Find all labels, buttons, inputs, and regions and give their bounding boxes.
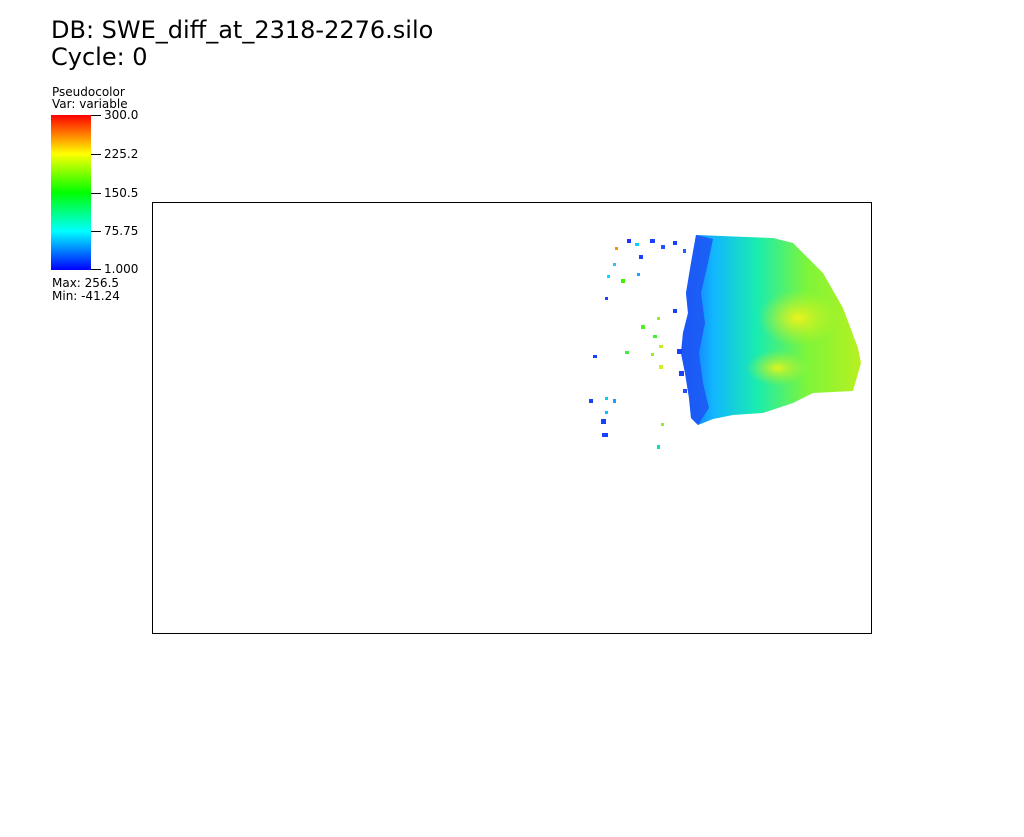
- field-hotspot: [758, 290, 838, 346]
- legend-min: Min: -41.24: [52, 289, 120, 303]
- legend-plot-type: Pseudocolor: [52, 85, 125, 99]
- colorbar-tick: [91, 269, 101, 270]
- scatter-cells: [589, 239, 687, 449]
- cycle-label: Cycle: 0: [51, 43, 148, 71]
- colorbar-tick-label: 1.000: [104, 262, 139, 276]
- colorbar-tick-label: 75.75: [104, 224, 139, 238]
- colorbar-tick: [91, 231, 101, 232]
- plot-viewport[interactable]: [152, 202, 872, 634]
- legend-max: Max: 256.5: [52, 276, 120, 290]
- colorbar-tick: [91, 193, 101, 194]
- pseudocolor-field: [589, 235, 861, 449]
- colorbar-tick: [91, 115, 101, 116]
- legend-variable: Var: variable: [52, 97, 128, 111]
- colorbar-tick-label: 300.0: [104, 108, 139, 122]
- field-hotspot: [746, 350, 810, 386]
- colorbar: [51, 115, 91, 270]
- colorbar-tick-label: 225.2: [104, 147, 139, 161]
- database-title: DB: SWE_diff_at_2318-2276.silo: [51, 16, 434, 44]
- colorbar-tick: [91, 154, 101, 155]
- colorbar-tick-label: 150.5: [104, 186, 139, 200]
- field-edge: [681, 235, 713, 425]
